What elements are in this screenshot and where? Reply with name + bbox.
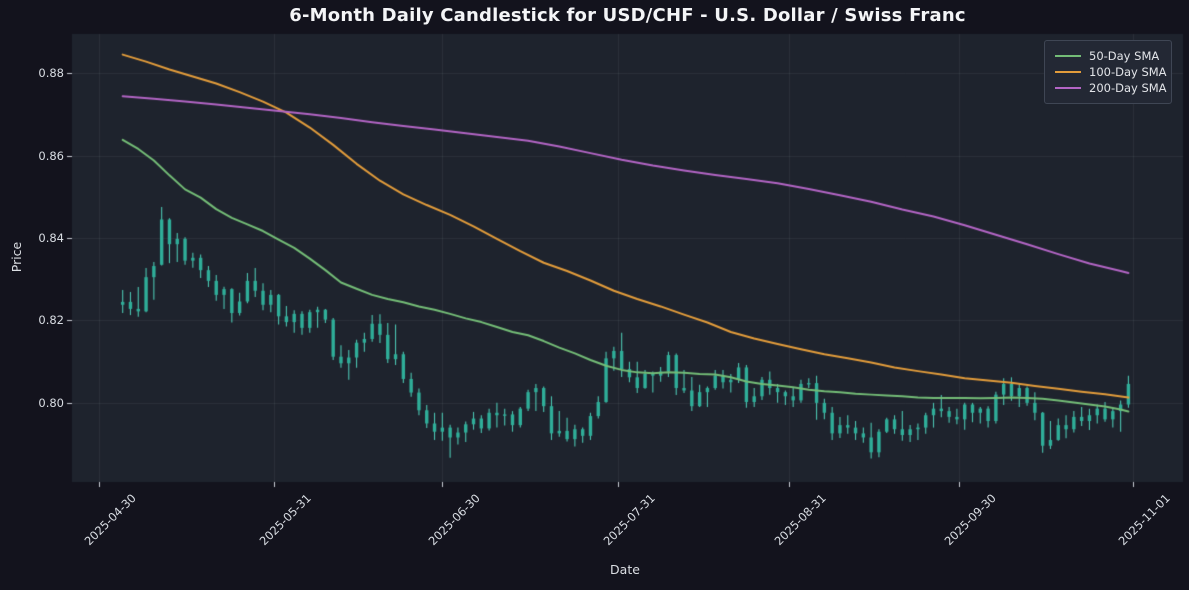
candlestick-chart-canvas bbox=[0, 0, 1189, 590]
chart-figure: 6-Month Daily Candlestick for USD/CHF - … bbox=[0, 0, 1189, 590]
